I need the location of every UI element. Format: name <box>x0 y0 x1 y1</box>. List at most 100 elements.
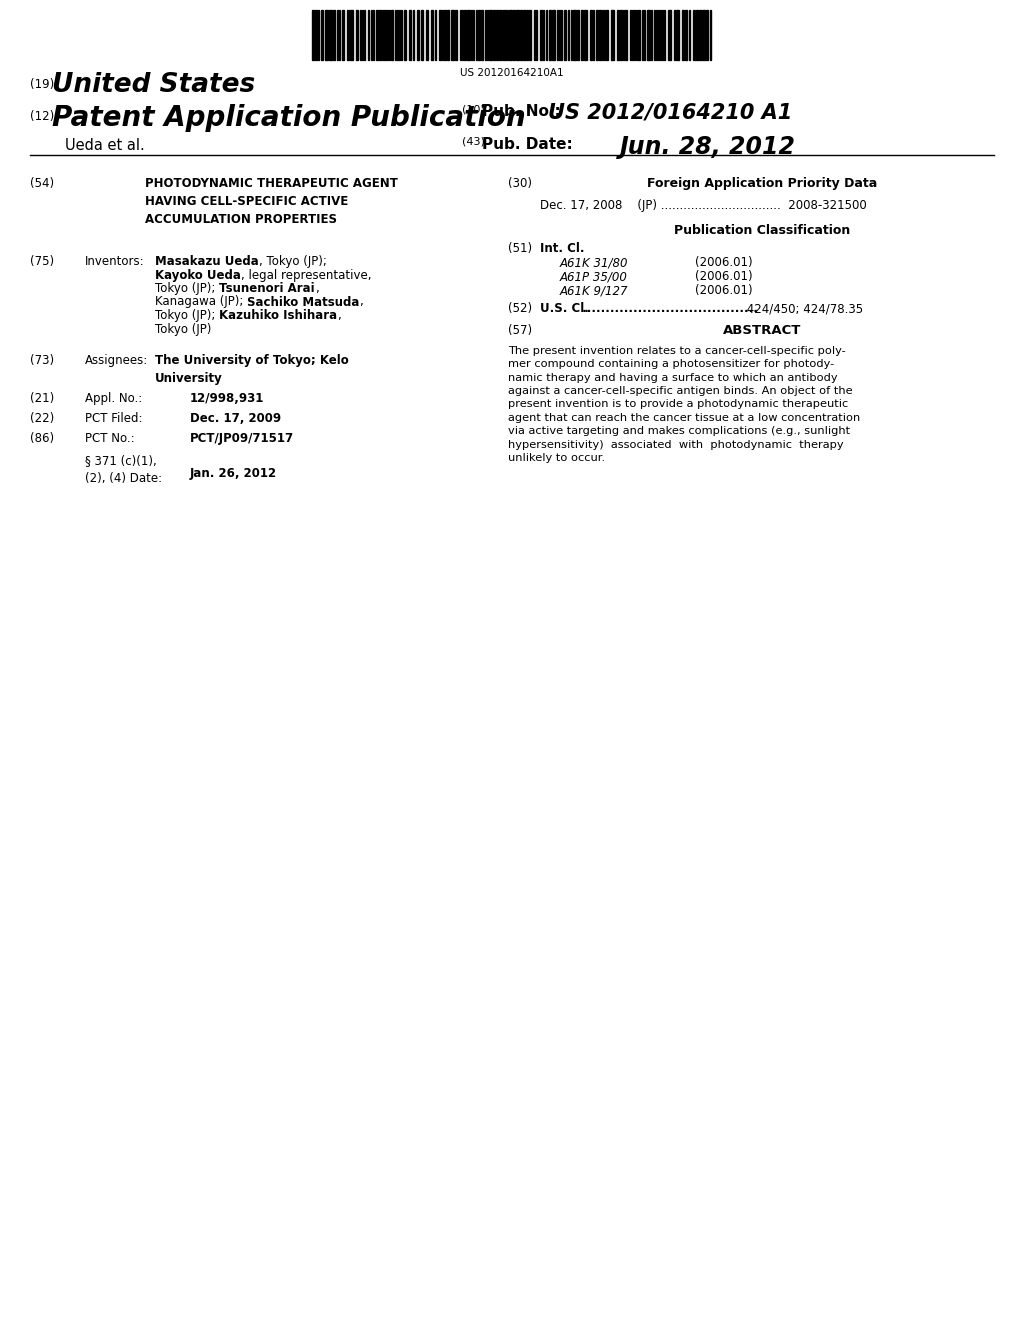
Text: (75): (75) <box>30 255 54 268</box>
Text: Pub. Date:: Pub. Date: <box>482 137 572 152</box>
Text: Kanagawa (JP);: Kanagawa (JP); <box>155 296 247 309</box>
Text: Tokyo (JP);: Tokyo (JP); <box>155 282 219 294</box>
Bar <box>404 11 406 59</box>
Bar <box>564 11 566 59</box>
Bar <box>549 11 551 59</box>
Bar <box>481 11 483 59</box>
Text: 424/450; 424/78.35: 424/450; 424/78.35 <box>743 302 863 315</box>
Text: U.S. Cl.: U.S. Cl. <box>540 302 589 315</box>
Text: A61P 35/00: A61P 35/00 <box>560 271 628 282</box>
Bar <box>590 11 592 59</box>
Bar <box>516 11 519 59</box>
Text: Appl. No.:: Appl. No.: <box>85 392 142 405</box>
Bar <box>676 11 679 59</box>
Text: Patent Application Publication: Patent Application Publication <box>52 104 525 132</box>
Bar <box>350 11 353 59</box>
Text: (57): (57) <box>508 323 532 337</box>
Text: ,: , <box>337 309 341 322</box>
Bar <box>439 11 441 59</box>
Bar <box>504 11 506 59</box>
Text: (86): (86) <box>30 432 54 445</box>
Bar <box>417 11 419 59</box>
Text: ,: , <box>314 282 318 294</box>
Text: (10): (10) <box>462 104 484 114</box>
Text: (30): (30) <box>508 177 532 190</box>
Text: Tsunenori Arai: Tsunenori Arai <box>219 282 314 294</box>
Bar <box>499 11 501 59</box>
Bar <box>509 11 512 59</box>
Bar <box>584 11 587 59</box>
Text: (51): (51) <box>508 242 532 255</box>
Bar <box>489 11 492 59</box>
Bar <box>333 11 335 59</box>
Text: , Tokyo (JP);: , Tokyo (JP); <box>259 255 327 268</box>
Bar <box>356 11 358 59</box>
Bar <box>431 11 433 59</box>
Text: (73): (73) <box>30 354 54 367</box>
Text: Inventors:: Inventors: <box>85 255 144 268</box>
Text: ......................................: ...................................... <box>578 302 758 315</box>
Bar <box>611 11 614 59</box>
Bar <box>467 11 470 59</box>
Bar <box>606 11 608 59</box>
Bar <box>347 11 349 59</box>
Text: Pub. No.:: Pub. No.: <box>482 104 561 119</box>
Bar <box>376 11 378 59</box>
Text: PHOTODYNAMIC THERAPEUTIC AGENT
HAVING CELL-SPECIFIC ACTIVE
ACCUMULATION PROPERTI: PHOTODYNAMIC THERAPEUTIC AGENT HAVING CE… <box>145 177 398 226</box>
Text: Kazuhiko Ishihara: Kazuhiko Ishihara <box>219 309 337 322</box>
Text: Jan. 26, 2012: Jan. 26, 2012 <box>190 467 278 480</box>
Bar <box>573 11 575 59</box>
Bar <box>581 11 583 59</box>
Bar <box>464 11 466 59</box>
Text: (19): (19) <box>30 78 54 91</box>
Bar <box>447 11 449 59</box>
Text: PCT/JP09/71517: PCT/JP09/71517 <box>190 432 294 445</box>
Bar <box>325 11 328 59</box>
Text: The University of Tokyo; Kelo
University: The University of Tokyo; Kelo University <box>155 354 349 385</box>
Bar <box>520 11 522 59</box>
Bar <box>699 11 701 59</box>
Text: US 2012/0164210 A1: US 2012/0164210 A1 <box>548 103 793 123</box>
Bar <box>493 11 495 59</box>
Bar <box>685 11 687 59</box>
Bar <box>478 11 480 59</box>
Bar <box>625 11 627 59</box>
Bar <box>693 11 695 59</box>
Bar <box>455 11 457 59</box>
Bar <box>620 11 622 59</box>
Text: (2006.01): (2006.01) <box>695 271 753 282</box>
Bar <box>706 11 708 59</box>
Text: Publication Classification: Publication Classification <box>674 224 850 238</box>
Text: (2006.01): (2006.01) <box>695 256 753 269</box>
Bar <box>426 11 428 59</box>
Bar <box>668 11 671 59</box>
Text: Sachiko Matsuda: Sachiko Matsuda <box>247 296 359 309</box>
Bar <box>702 11 705 59</box>
Text: PCT No.:: PCT No.: <box>85 432 134 445</box>
Bar <box>682 11 684 59</box>
Text: , legal representative,: , legal representative, <box>241 268 372 281</box>
Bar <box>540 11 542 59</box>
Bar <box>421 11 423 59</box>
Text: (12): (12) <box>30 110 54 123</box>
Bar <box>529 11 531 59</box>
Text: (43): (43) <box>462 137 485 147</box>
Text: A61K 9/127: A61K 9/127 <box>560 284 629 297</box>
Bar <box>384 11 386 59</box>
Text: (54): (54) <box>30 177 54 190</box>
Text: (2006.01): (2006.01) <box>695 284 753 297</box>
Text: The present invention relates to a cancer-cell-specific poly-
mer compound conta: The present invention relates to a cance… <box>508 346 860 463</box>
Bar <box>329 11 332 59</box>
Text: PCT Filed:: PCT Filed: <box>85 412 142 425</box>
Text: Dec. 17, 2009: Dec. 17, 2009 <box>190 412 282 425</box>
Text: United States: United States <box>52 73 255 98</box>
Text: Assignees:: Assignees: <box>85 354 148 367</box>
Bar <box>451 11 454 59</box>
Text: ABSTRACT: ABSTRACT <box>723 323 801 337</box>
Text: Kayoko Ueda: Kayoko Ueda <box>155 268 241 281</box>
Bar <box>379 11 381 59</box>
Text: (21): (21) <box>30 392 54 405</box>
Bar <box>321 11 323 59</box>
Text: Int. Cl.: Int. Cl. <box>540 242 585 255</box>
Bar <box>647 11 650 59</box>
